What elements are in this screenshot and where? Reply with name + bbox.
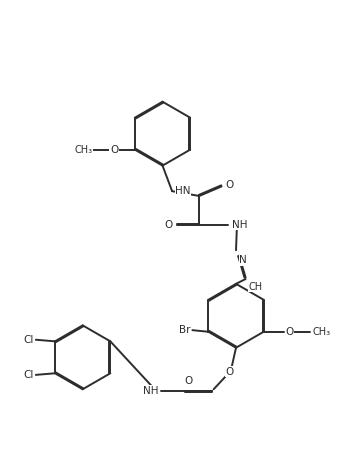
Text: NH: NH bbox=[232, 220, 247, 230]
Text: Br: Br bbox=[179, 325, 191, 335]
Text: Cl: Cl bbox=[24, 370, 34, 380]
Text: O: O bbox=[184, 376, 192, 386]
Text: O: O bbox=[226, 180, 234, 190]
Text: O: O bbox=[285, 327, 294, 337]
Text: Cl: Cl bbox=[24, 335, 34, 345]
Text: N: N bbox=[239, 255, 247, 265]
Text: O: O bbox=[226, 367, 234, 377]
Text: HN: HN bbox=[175, 186, 191, 196]
Text: CH₃: CH₃ bbox=[313, 327, 331, 337]
Text: O: O bbox=[110, 145, 118, 155]
Text: CH₃: CH₃ bbox=[74, 145, 92, 155]
Text: NH: NH bbox=[143, 386, 159, 396]
Text: CH: CH bbox=[248, 282, 262, 292]
Text: O: O bbox=[165, 220, 173, 230]
